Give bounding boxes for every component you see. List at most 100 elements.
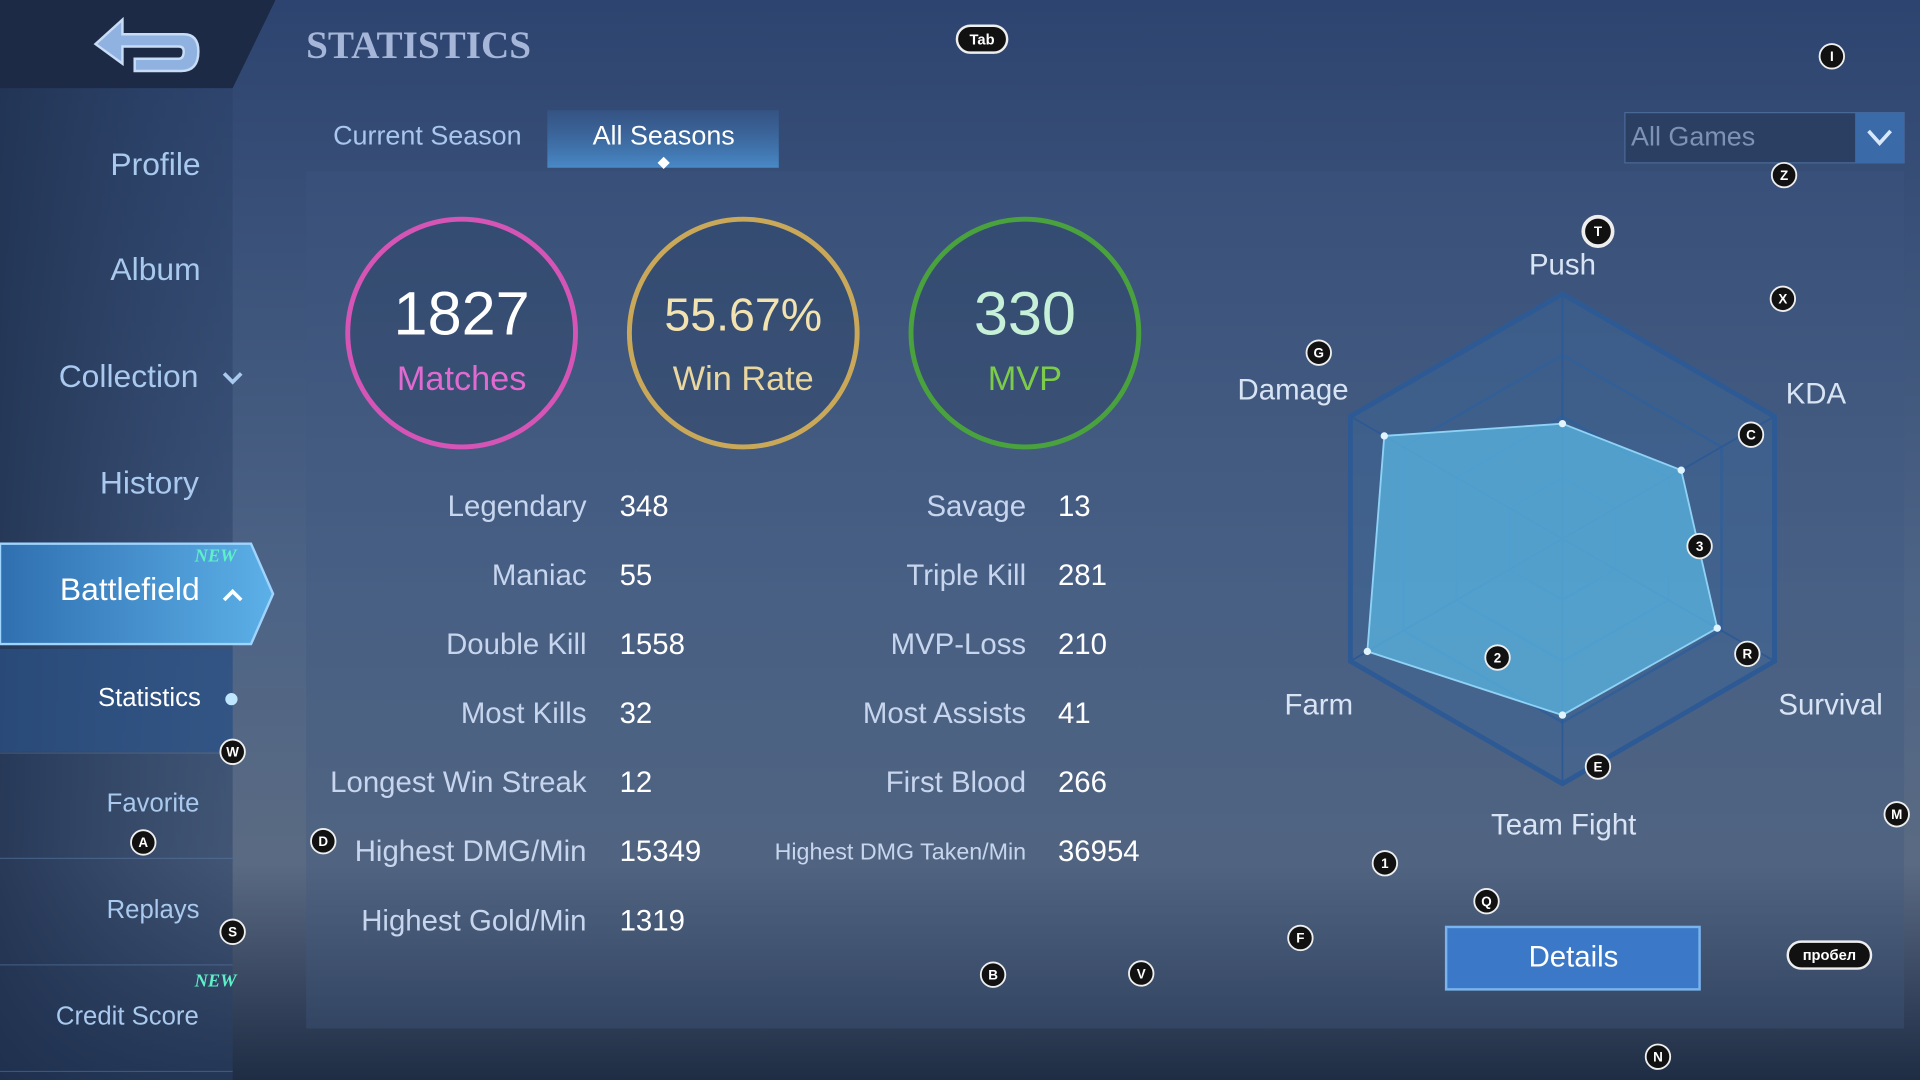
hotkey-badge — [1473, 888, 1500, 915]
hotkey-badge — [1734, 640, 1761, 668]
sidebar-subitem[interactable]: Replays — [107, 896, 200, 924]
hotkey-badge — [1584, 753, 1612, 780]
stat-label: Triple Kill — [906, 559, 1026, 592]
radar-point — [1558, 420, 1567, 428]
sidebar-item[interactable]: Battlefield — [60, 571, 200, 607]
hotkey-label: C — [1746, 427, 1756, 442]
hotkey-badge — [1287, 924, 1314, 952]
stat-label: MVP-Loss — [891, 628, 1027, 661]
filter-label: All Games — [1631, 121, 1755, 151]
hotkey-label: пробел — [1803, 948, 1856, 964]
hotkey-label: S — [228, 925, 237, 940]
stat-value: 13 — [1058, 490, 1091, 523]
hotkey-label: B — [988, 967, 998, 982]
radar-point — [1380, 432, 1388, 440]
hotkey-label: V — [1137, 966, 1146, 981]
hotkey-badge — [219, 918, 246, 945]
new-badge: NEW — [194, 545, 239, 565]
radar-axis-label: Damage — [1238, 374, 1349, 407]
stat-value: 1319 — [620, 904, 685, 937]
hotkey-badge — [1769, 285, 1797, 312]
stat-label: Legendary — [448, 490, 587, 523]
sub-selected-dot — [225, 693, 238, 706]
stat-value: 266 — [1058, 766, 1107, 799]
chevron-up — [222, 588, 243, 602]
hotkey-label: G — [1314, 345, 1324, 360]
hotkey-badge — [955, 24, 1009, 54]
hotkey-badge — [1883, 801, 1910, 828]
hotkey-label: T — [1594, 224, 1603, 239]
hotkey-label: X — [1778, 292, 1787, 307]
hotkey-label: 3 — [1696, 539, 1703, 554]
hotkey-badge — [1128, 960, 1155, 987]
tab-indicator — [657, 156, 670, 169]
back-button[interactable] — [93, 16, 200, 73]
hotkey-badge — [979, 961, 1007, 988]
hotkey-label: 1 — [1381, 856, 1389, 871]
stat-label: Highest DMG Taken/Min — [775, 839, 1027, 865]
sidebar-item[interactable]: Album — [110, 251, 200, 287]
summary-ring — [345, 216, 578, 450]
sub-selected — [0, 648, 233, 752]
stat-label: Longest Win Streak — [330, 766, 587, 799]
stat-label: Highest Gold/Min — [361, 904, 586, 937]
sidebar-item[interactable]: Collection — [59, 358, 199, 394]
sidebar-selected — [0, 542, 275, 646]
radar-point — [1558, 711, 1567, 719]
radar-axis-label: KDA — [1786, 377, 1847, 410]
hotkey-badge — [1786, 940, 1873, 970]
tab[interactable]: Current Season — [333, 120, 522, 150]
page-title: STATISTICS — [306, 24, 531, 67]
summary-value: 1827 — [394, 280, 530, 348]
sidebar-item[interactable]: Profile — [110, 146, 200, 182]
tab[interactable]: All Seasons — [593, 120, 735, 150]
sidebar-subitem[interactable]: Credit Score — [56, 1002, 199, 1030]
summary-value: 55.67% — [664, 289, 822, 341]
stat-value: 12 — [620, 766, 653, 799]
hotkey-badge — [219, 738, 246, 765]
hotkey-badge — [1581, 214, 1615, 248]
dropdown-arrow-box — [1855, 112, 1905, 163]
hotkey-label: Q — [1481, 894, 1491, 909]
stat-label: Savage — [926, 490, 1026, 523]
radar-axis-label: Farm — [1285, 688, 1354, 721]
sidebar-subitem[interactable]: Favorite — [107, 789, 200, 817]
radar-axis-label: Team Fight — [1491, 808, 1636, 841]
sidebar-subitem[interactable]: Statistics — [98, 684, 201, 712]
stat-value: 1558 — [620, 628, 685, 661]
stat-label: Most Assists — [863, 697, 1026, 730]
stat-label: Highest DMG/Min — [355, 835, 587, 868]
radar-point — [1677, 466, 1685, 474]
details-label: Details — [1529, 941, 1619, 974]
stat-value: 32 — [620, 697, 653, 730]
radar-point — [1363, 647, 1372, 656]
hotkey-badge — [310, 828, 337, 855]
hotkey-badge — [1484, 644, 1511, 671]
radar-axis-label: Survival — [1778, 688, 1882, 721]
hotkey-label: D — [318, 834, 328, 849]
sidebar-item[interactable]: History — [100, 464, 199, 500]
hotkey-label: M — [1891, 807, 1902, 822]
hotkey-label: 2 — [1494, 650, 1501, 665]
stat-value: 15349 — [620, 835, 702, 868]
details-button[interactable] — [1444, 925, 1701, 991]
dropdown-arrow — [1867, 129, 1892, 147]
stat-label: Double Kill — [446, 628, 586, 661]
stat-label: Maniac — [492, 559, 587, 592]
hotkey-badge — [1644, 1043, 1672, 1070]
hotkey-badge — [1737, 421, 1765, 448]
stat-label: First Blood — [886, 766, 1026, 799]
summary-label: Win Rate — [673, 360, 814, 398]
chevron-down — [222, 372, 243, 385]
stat-value: 36954 — [1058, 835, 1140, 868]
summary-ring — [908, 216, 1142, 450]
hotkey-label: W — [226, 745, 239, 760]
hotkey-label: Tab — [970, 32, 995, 48]
summary-ring — [626, 216, 860, 450]
sidebar — [0, 0, 233, 1080]
hotkey-label: I — [1830, 49, 1834, 64]
stat-value: 41 — [1058, 697, 1091, 730]
stat-label: Most Kills — [461, 697, 587, 730]
hotkey-label: F — [1296, 931, 1304, 946]
